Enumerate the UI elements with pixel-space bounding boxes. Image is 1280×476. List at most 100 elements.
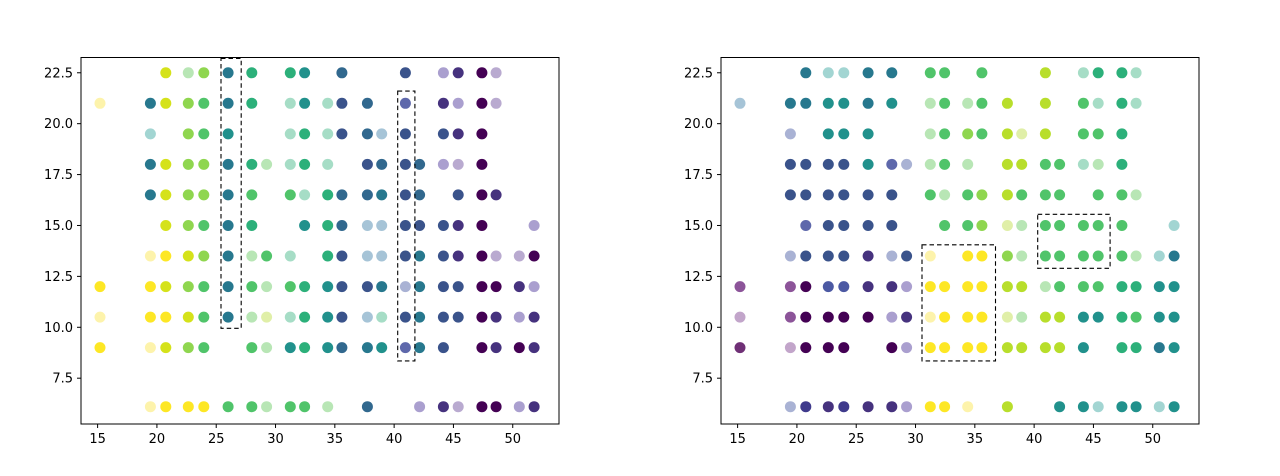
data-point <box>144 128 156 140</box>
data-point <box>476 158 488 170</box>
data-point <box>784 250 796 262</box>
data-point <box>322 250 334 262</box>
data-point <box>437 128 449 140</box>
data-point <box>924 97 936 109</box>
data-point <box>901 250 913 262</box>
data-point <box>322 189 334 201</box>
data-point <box>452 158 464 170</box>
data-point <box>336 189 348 201</box>
data-point <box>800 220 812 231</box>
data-point <box>1168 220 1180 231</box>
data-point <box>1116 250 1128 262</box>
data-point <box>1001 220 1013 231</box>
data-point <box>376 311 388 323</box>
data-point <box>976 220 988 231</box>
data-point <box>1092 281 1104 293</box>
data-point <box>246 97 258 109</box>
data-point <box>1039 281 1051 293</box>
data-point <box>160 220 172 231</box>
data-point <box>838 67 850 79</box>
data-point <box>1001 342 1013 354</box>
data-point <box>222 189 234 201</box>
data-point <box>198 311 210 323</box>
data-point <box>1016 220 1028 231</box>
data-point <box>246 189 258 201</box>
data-point <box>1039 342 1051 354</box>
data-point <box>246 281 258 293</box>
data-point <box>182 281 194 293</box>
data-point <box>1092 128 1104 140</box>
data-point <box>1077 220 1089 231</box>
data-point <box>1077 281 1089 293</box>
x-tick-label: 50 <box>1144 432 1161 447</box>
data-point <box>822 250 834 262</box>
data-point <box>1116 67 1128 79</box>
data-point <box>939 342 951 354</box>
data-point <box>476 401 488 413</box>
data-point <box>838 401 850 413</box>
data-point <box>1130 97 1142 109</box>
data-point <box>886 281 898 293</box>
data-point <box>437 401 449 413</box>
data-point <box>414 311 426 323</box>
data-point <box>1116 128 1128 140</box>
data-point <box>490 97 502 109</box>
data-point <box>734 281 746 293</box>
data-point <box>838 220 850 231</box>
data-point <box>376 281 388 293</box>
data-point <box>414 189 426 201</box>
data-point <box>336 97 348 109</box>
data-point <box>160 311 172 323</box>
data-point <box>962 281 974 293</box>
data-point <box>160 158 172 170</box>
data-point <box>322 311 334 323</box>
data-point <box>476 220 488 231</box>
data-point <box>414 220 426 231</box>
data-point <box>513 401 525 413</box>
data-point <box>838 250 850 262</box>
data-point <box>299 158 311 170</box>
data-point <box>476 311 488 323</box>
x-tick-label: 20 <box>149 432 166 447</box>
data-point <box>962 342 974 354</box>
y-tick-label: 20.0 <box>44 117 73 132</box>
data-point <box>182 401 194 413</box>
data-point <box>784 189 796 201</box>
x-tick-label: 40 <box>1026 432 1043 447</box>
data-point <box>862 250 874 262</box>
data-point <box>144 250 156 262</box>
data-point <box>476 342 488 354</box>
data-point <box>261 158 273 170</box>
data-point <box>939 67 951 79</box>
data-point <box>222 67 234 79</box>
data-point <box>800 97 812 109</box>
x-tick-label: 45 <box>445 432 462 447</box>
data-point <box>284 189 296 201</box>
data-point <box>182 311 194 323</box>
data-point <box>414 281 426 293</box>
x-tick-label: 25 <box>208 432 225 447</box>
data-point <box>886 97 898 109</box>
data-point <box>838 281 850 293</box>
data-point <box>437 220 449 231</box>
y-tick-label: 22.5 <box>684 66 713 81</box>
data-point <box>822 342 834 354</box>
data-point <box>476 67 488 79</box>
data-point <box>1001 401 1013 413</box>
data-point <box>160 281 172 293</box>
data-point <box>160 67 172 79</box>
data-point <box>800 67 812 79</box>
data-point <box>490 189 502 201</box>
data-point <box>361 250 373 262</box>
data-point <box>822 311 834 323</box>
data-point <box>862 189 874 201</box>
data-point <box>1168 250 1180 262</box>
data-point <box>1039 189 1051 201</box>
data-point <box>800 189 812 201</box>
x-tick-label: 35 <box>327 432 344 447</box>
data-point <box>962 189 974 201</box>
data-point <box>399 189 411 201</box>
data-point <box>784 158 796 170</box>
data-point <box>94 342 106 354</box>
